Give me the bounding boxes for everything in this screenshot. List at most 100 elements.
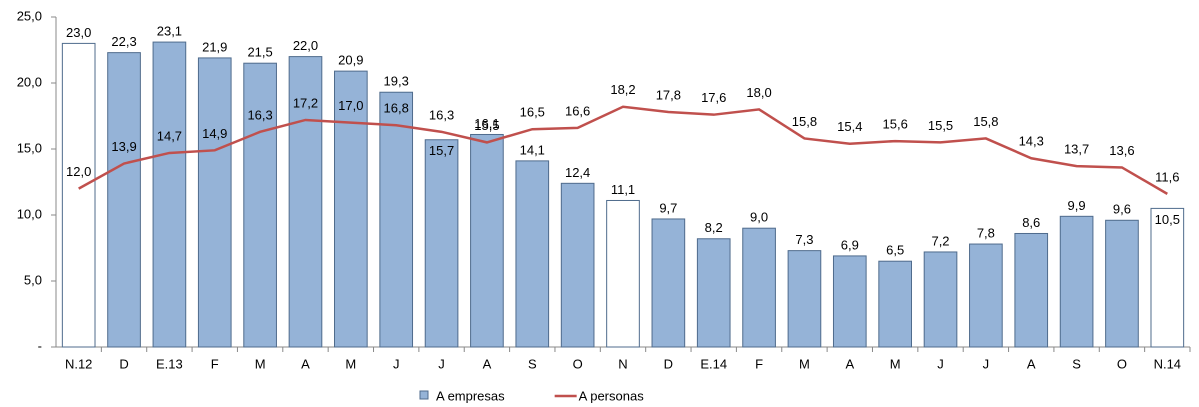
x-tick-label: J [393,356,400,371]
x-tick-label: J [937,356,944,371]
bar-value-label: 22,0 [293,38,318,53]
bar [696,238,731,348]
line-value-label: 17,0 [338,98,363,113]
line-value-label: 16,8 [384,101,409,116]
bar-value-label: 6,9 [841,237,859,252]
bar [878,260,912,348]
bar-value-label: 12,4 [565,165,590,180]
y-tick-label: 25,0 [17,8,42,23]
bar [61,42,96,348]
bar-value-label: 6,5 [886,243,904,258]
bar-value-label: 8,6 [1022,215,1040,230]
line-value-label: 15,8 [792,114,817,129]
line-value-label: 15,8 [973,114,998,129]
bar-value-label: 7,8 [977,225,995,240]
legend-label: A personas [579,388,645,403]
bar-value-label: 21,5 [247,45,272,60]
x-tick-label: E.14 [700,356,727,371]
x-tick-label: A [1027,356,1036,371]
line-value-label: 17,6 [701,90,726,105]
x-tick-label: M [890,356,901,371]
line-value-label: 16,3 [429,107,454,122]
bar-value-label: 20,9 [338,53,363,68]
y-tick-label: 10,0 [17,206,42,221]
bar [334,70,368,348]
bar [832,255,867,348]
line-value-label: 17,2 [293,95,318,110]
bar [742,227,776,348]
x-tick-label: N.12 [65,356,92,371]
bar [606,199,640,348]
bar [470,133,504,348]
bar-value-label: 23,1 [157,24,182,39]
y-tick-label: - [38,338,42,353]
x-tick-label: N.14 [1154,356,1181,371]
line-value-label: 16,3 [247,107,272,122]
bar-value-label: 14,1 [520,142,545,157]
line-value-label: 18,2 [610,82,635,97]
legend-swatch [419,390,429,400]
line-value-label: 12,0 [66,164,91,179]
x-tick-label: A [845,356,854,371]
x-tick-label: J [983,356,990,371]
legend-label: A empresas [436,388,505,403]
bar [923,251,958,348]
bar [787,250,822,348]
y-tick-label: 15,0 [17,140,42,155]
line-value-label: 16,5 [520,105,545,120]
bar [1105,219,1139,348]
bar-value-label: 16,1 [474,116,499,131]
bar-value-label: 9,6 [1113,202,1131,217]
bar [152,41,187,348]
x-tick-label: E.13 [156,356,183,371]
x-tick-label: D [119,356,128,371]
bar-value-label: 10,5 [1155,212,1180,227]
x-tick-label: S [528,356,537,371]
x-tick-label: F [211,356,219,371]
line-value-label: 14,9 [202,126,227,141]
bar-value-label: 9,9 [1068,198,1086,213]
bar-value-label: 21,9 [202,39,227,54]
bar-value-label: 19,3 [384,74,409,89]
x-tick-label: M [799,356,810,371]
bar [107,52,141,348]
bar [969,243,1003,348]
x-tick-label: F [755,356,763,371]
bar [560,182,595,348]
bar-value-label: 23,0 [66,25,91,40]
line-value-label: 15,5 [474,118,499,133]
bar [515,160,550,348]
line-value-label: 14,7 [157,128,182,143]
x-tick-label: J [438,356,445,371]
line-value-label: 15,6 [883,117,908,132]
line-value-label: 13,9 [111,139,136,154]
bar-value-label: 8,2 [705,220,723,235]
line-value-label: 13,6 [1109,143,1134,158]
bar [197,57,232,348]
line-value-label: 16,6 [565,103,590,118]
bar-value-label: 11,1 [611,182,635,197]
x-tick-label: A [301,356,310,371]
bar [424,139,459,348]
line-value-label: 18,0 [746,85,771,100]
line-value-label: 17,8 [656,87,681,102]
bar [243,62,277,348]
x-tick-label: M [255,356,266,371]
y-tick-label: 5,0 [24,272,42,287]
x-tick-label: A [483,356,492,371]
bar-value-label: 15,7 [429,143,454,158]
bar-value-label: 9,7 [659,200,677,215]
line [78,105,1168,195]
x-tick-label: S [1072,356,1081,371]
bar [1014,232,1049,348]
bar-value-label: 9,0 [750,210,768,225]
bar [1150,207,1185,348]
x-tick-label: M [345,356,356,371]
x-tick-label: O [573,356,583,371]
line-value-label: 15,5 [928,118,953,133]
x-tick-label: N [618,356,627,371]
bar [288,56,323,348]
bar-value-label: 7,2 [931,233,949,248]
line-value-label: 15,4 [837,119,862,134]
